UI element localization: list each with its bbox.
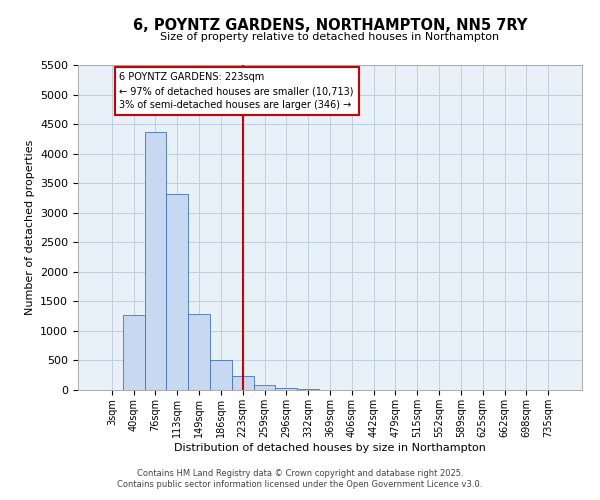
Text: Size of property relative to detached houses in Northampton: Size of property relative to detached ho… [160, 32, 500, 42]
Y-axis label: Number of detached properties: Number of detached properties [25, 140, 35, 315]
Text: Contains HM Land Registry data © Crown copyright and database right 2025.: Contains HM Land Registry data © Crown c… [137, 468, 463, 477]
Text: 6 POYNTZ GARDENS: 223sqm
← 97% of detached houses are smaller (10,713)
3% of sem: 6 POYNTZ GARDENS: 223sqm ← 97% of detach… [119, 72, 354, 110]
Bar [123, 315, 145, 390]
Text: 6, POYNTZ GARDENS, NORTHAMPTON, NN5 7RY: 6, POYNTZ GARDENS, NORTHAMPTON, NN5 7RY [133, 18, 527, 32]
Bar [145, 132, 166, 390]
Bar [275, 388, 297, 390]
Bar [232, 376, 254, 390]
Bar [210, 360, 232, 390]
Bar [188, 314, 210, 390]
Text: Contains public sector information licensed under the Open Government Licence v3: Contains public sector information licen… [118, 480, 482, 489]
Bar [166, 194, 188, 390]
Bar [254, 384, 275, 390]
X-axis label: Distribution of detached houses by size in Northampton: Distribution of detached houses by size … [174, 442, 486, 452]
